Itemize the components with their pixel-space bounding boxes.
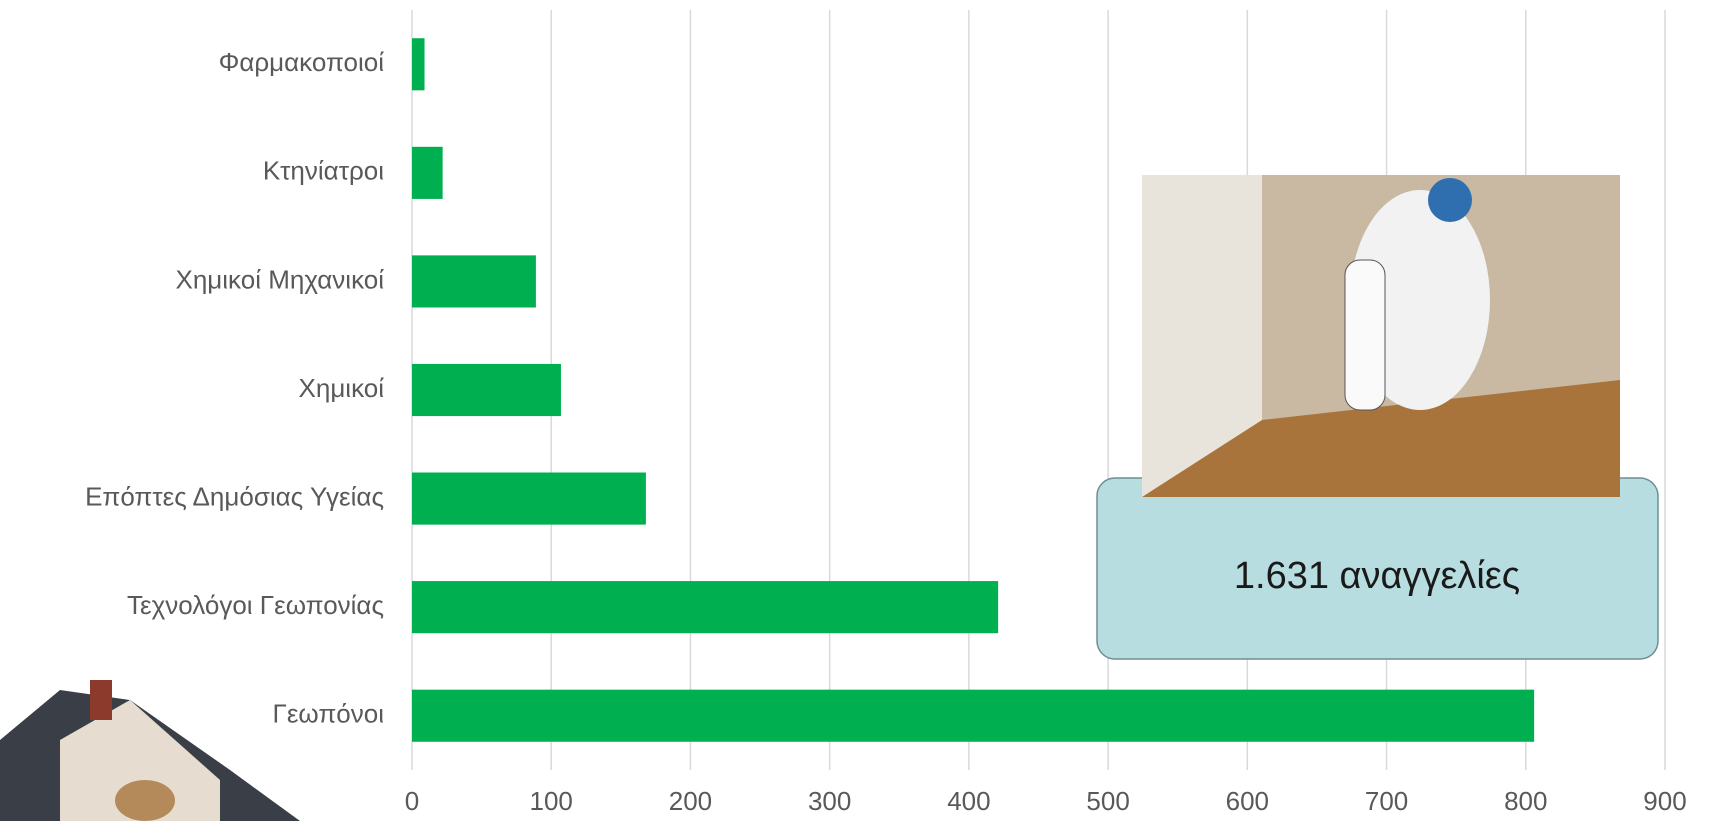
y-tick-label: Κτηνίατροι [263,156,384,186]
y-tick-label: Επόπτες Δημόσιας Υγείας [85,481,384,511]
bar [412,581,999,634]
x-tick-label: 900 [1643,786,1686,816]
x-tick-label: 600 [1226,786,1269,816]
y-tick-label: Χημικοί Μηχανικοί [176,264,385,294]
y-tick-label: Χημικοί [299,373,385,403]
bar [412,472,646,525]
bar [412,689,1535,742]
bar [412,38,425,91]
photo [1142,175,1620,497]
x-tick-label: 800 [1504,786,1547,816]
bar [412,146,443,199]
y-tick-label: Φαρμακοποιοί [219,47,385,77]
x-tick-label: 500 [1086,786,1129,816]
y-tick-label: Τεχνολόγοι Γεωπονίας [127,590,384,620]
annotation-text: 1.631 αναγγελίες [1234,555,1520,597]
y-tick-label: Γεωπόνοι [273,699,385,729]
bar [412,363,561,417]
x-tick-label: 200 [669,786,712,816]
x-tick-label: 0 [405,786,419,816]
x-tick-label: 400 [947,786,990,816]
house-image [0,680,300,821]
bar [412,255,536,308]
x-tick-label: 100 [530,786,573,816]
x-tick-label: 300 [808,786,851,816]
x-tick-label: 700 [1365,786,1408,816]
